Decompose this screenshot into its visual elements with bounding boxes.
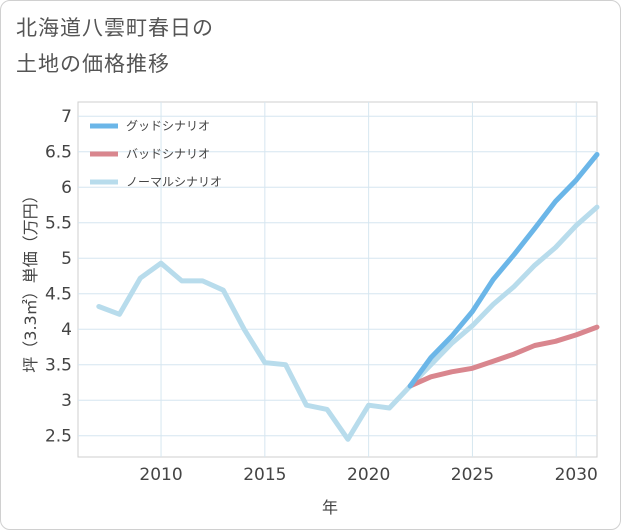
x-tick-label: 2015 <box>243 465 286 485</box>
legend-label: グッドシナリオ <box>126 119 210 133</box>
series-line <box>407 324 600 389</box>
series-layer <box>96 152 600 442</box>
y-tick-label: 6 <box>61 178 72 198</box>
legend-label: ノーマルシナリオ <box>126 175 222 189</box>
y-tick-label: 4.5 <box>45 285 72 305</box>
y-tick-label: 7 <box>61 107 72 127</box>
legend-label: バッドシナリオ <box>126 147 210 161</box>
y-tick-label: 5 <box>61 249 72 269</box>
x-tick-label: 2025 <box>451 465 494 485</box>
series-line <box>96 204 600 442</box>
chart-title-line1: 北海道八雲町春日の <box>16 16 214 40</box>
x-tick-label: 2020 <box>347 465 390 485</box>
plot-area-border <box>77 101 598 458</box>
y-tick-label: 4 <box>61 320 72 340</box>
chart-title-line2: 土地の価格推移 <box>16 52 170 76</box>
y-axis-title: 坪（3.3㎡）単価（万円） <box>21 187 40 372</box>
x-axis-title: 年 <box>322 498 338 517</box>
y-tick-label: 6.5 <box>45 143 72 163</box>
x-tick-label: 2030 <box>555 465 598 485</box>
y-tick-label: 3.5 <box>45 356 72 376</box>
tick-layer: 2.5 3 3.5 4 4.5 5 5.5 6 6.5 7 2010 2015 2020 2025 2030 <box>45 107 598 485</box>
series-line <box>407 152 600 389</box>
x-tick-label: 2010 <box>139 465 182 485</box>
y-tick-label: 5.5 <box>45 214 72 234</box>
y-tick-label: 2.5 <box>45 427 72 447</box>
y-tick-label: 3 <box>61 391 72 411</box>
